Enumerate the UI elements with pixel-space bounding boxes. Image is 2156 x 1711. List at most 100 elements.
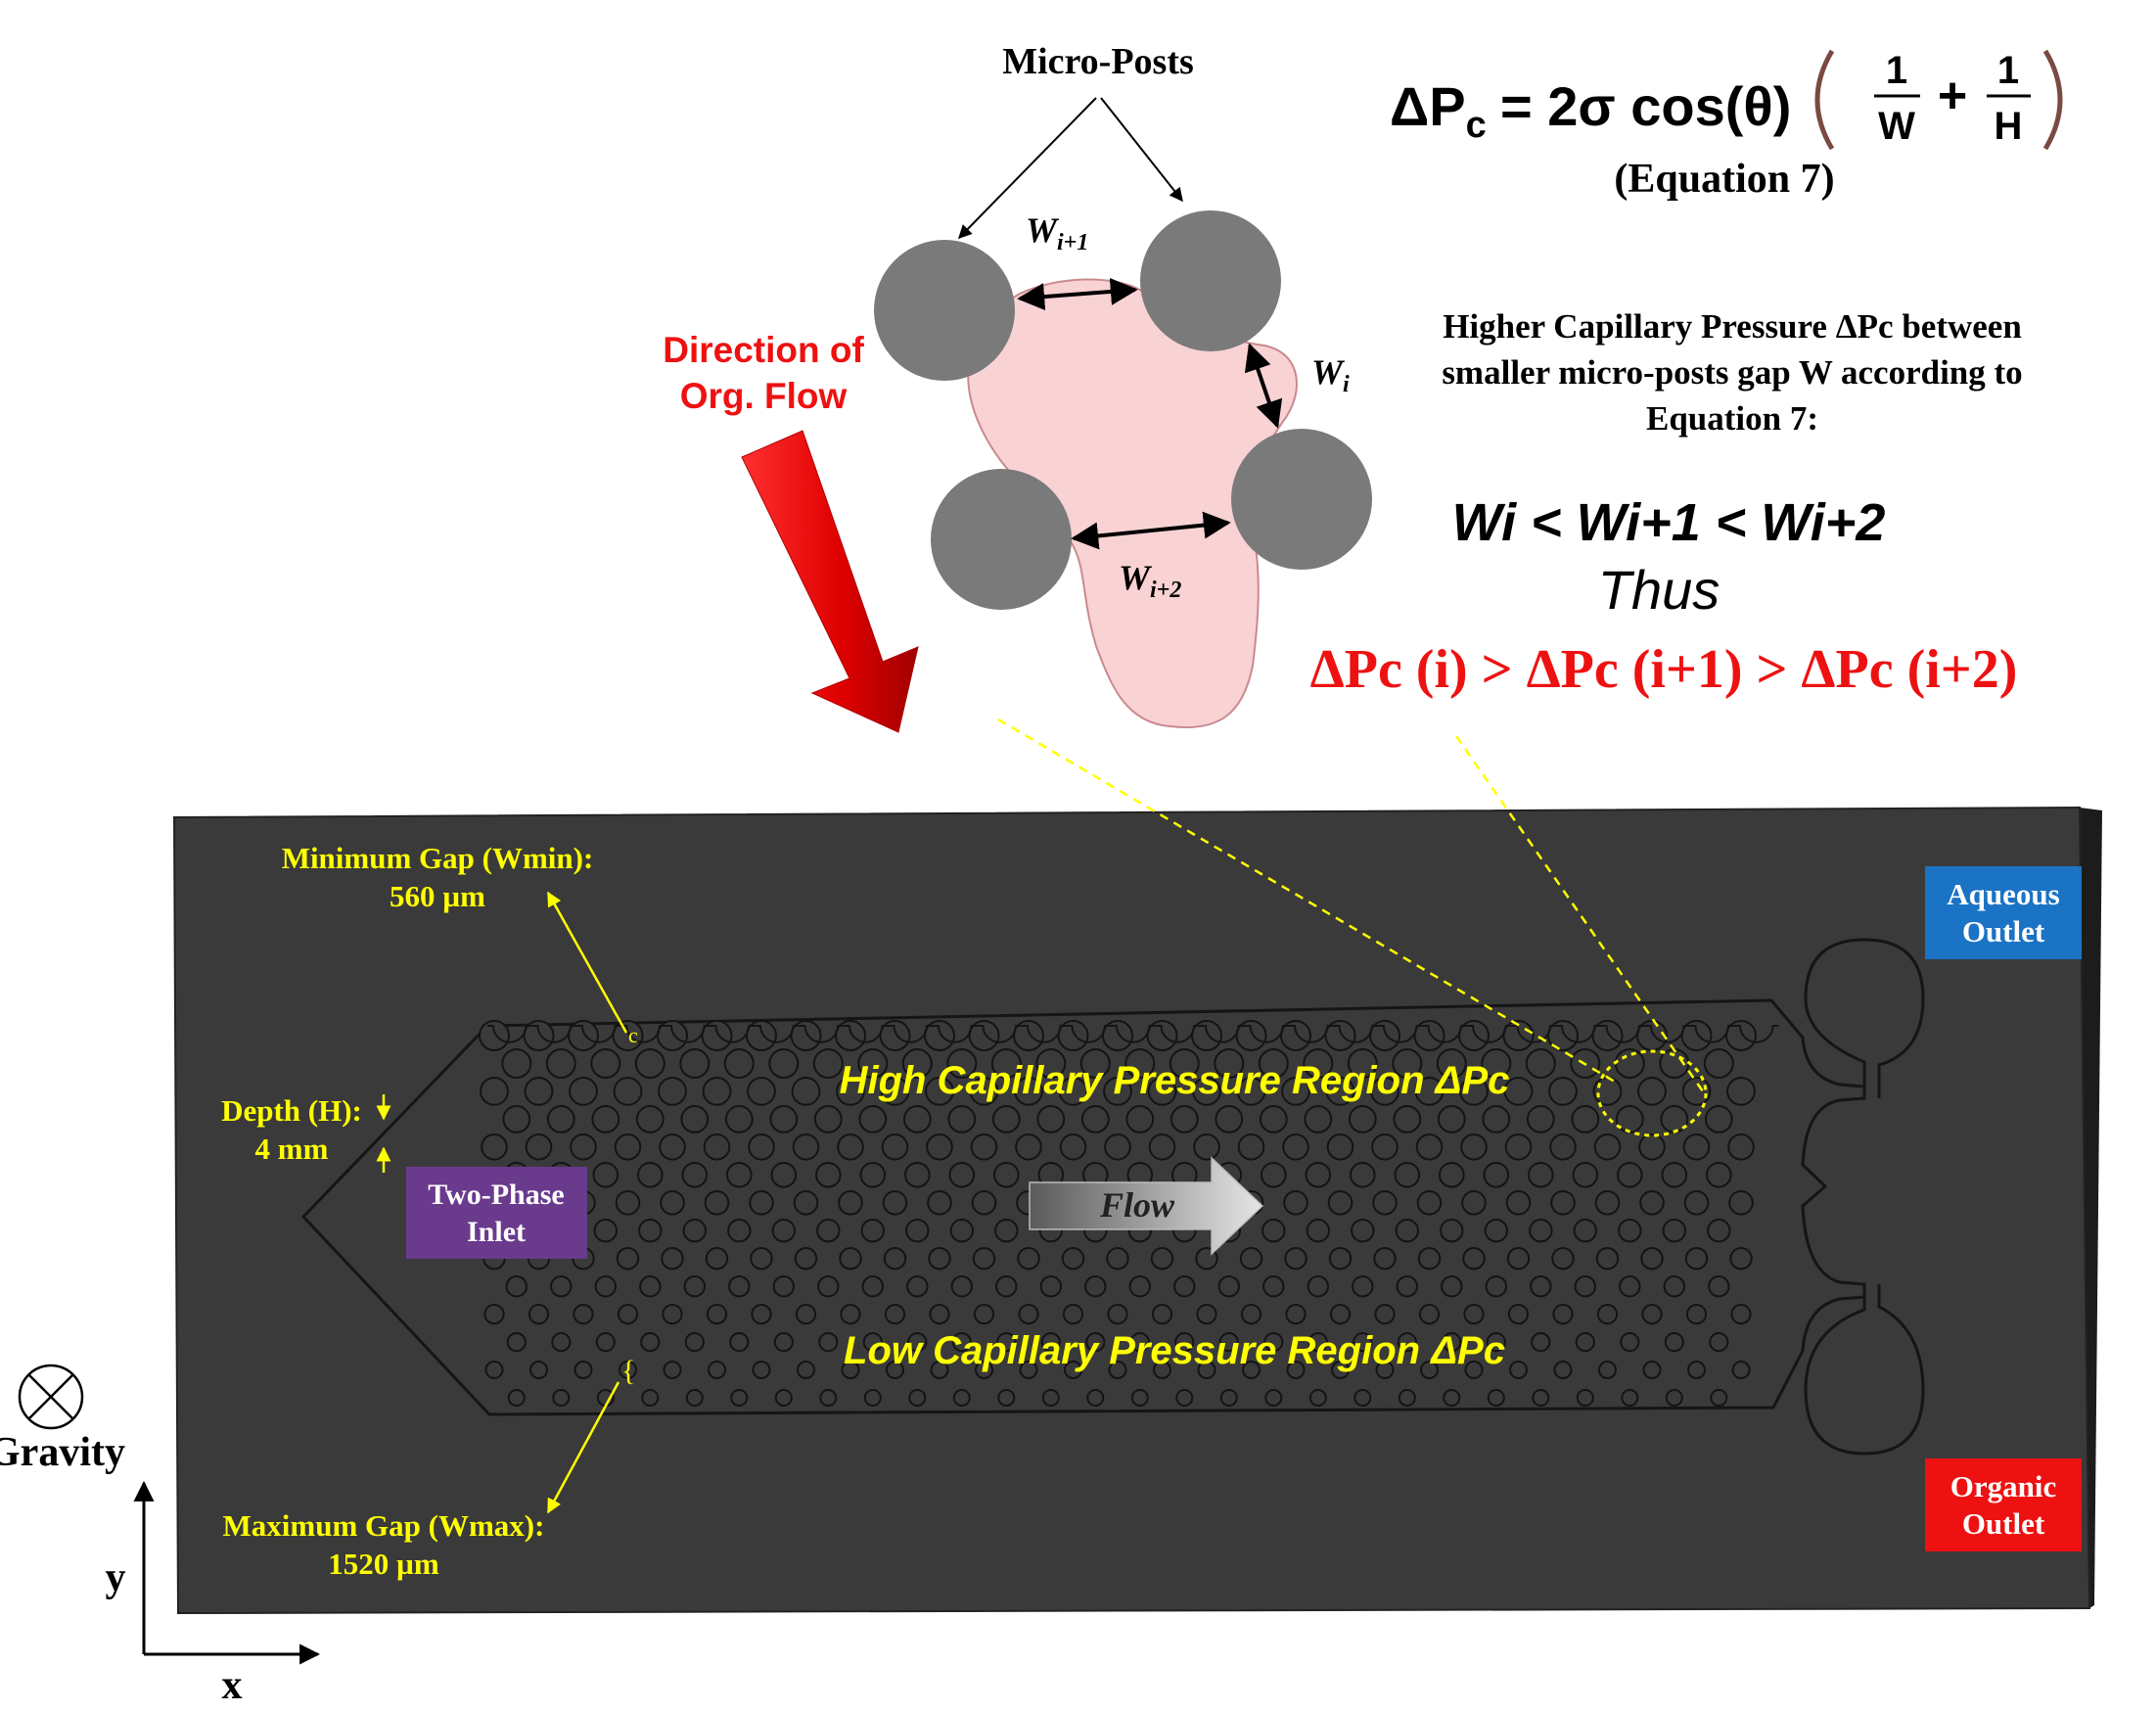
device-micro-post <box>905 1219 930 1243</box>
device-micro-post <box>1680 1020 1713 1051</box>
equation-rhs: = 2σ cos(θ) <box>1500 75 1791 137</box>
equation-left-paren <box>1814 49 1835 151</box>
inequalities: Wi < Wi+1 < Wi+2 Thus ΔPc (i) > ΔPc (i+1… <box>1310 493 2018 700</box>
device-micro-post <box>1437 1105 1466 1133</box>
device-micro-post <box>569 1077 598 1106</box>
device-micro-post <box>1170 1105 1199 1133</box>
micro-posts-pointer-right <box>1100 97 1183 203</box>
device-micro-post <box>1064 1361 1082 1379</box>
device-micro-post <box>793 1190 819 1216</box>
device-micro-post <box>1258 1048 1289 1079</box>
device-micro-post <box>484 1361 504 1379</box>
device-micro-post <box>748 1133 775 1161</box>
device-micro-post <box>817 1275 840 1298</box>
max-gap-bracket: { <box>621 1355 635 1387</box>
organic-outlet-line1: Organic <box>1950 1469 2057 1503</box>
device-micro-post <box>592 1162 619 1188</box>
device-micro-post <box>1214 1048 1245 1079</box>
device-micro-post <box>702 1077 732 1106</box>
device-micro-post <box>1218 1332 1239 1353</box>
gap-label-w-i1: Wi+1 <box>1026 210 1088 255</box>
device-micro-post <box>1418 1304 1441 1325</box>
device-micro-post <box>1217 1275 1241 1298</box>
microfluidic-device: High Capillary Pressure Region ΔPc Low C… <box>172 717 2102 1615</box>
device-micro-post <box>638 1219 663 1243</box>
device-micro-post <box>1396 1275 1419 1298</box>
device-micro-post <box>1282 1133 1309 1161</box>
device-micro-post <box>1102 1020 1133 1051</box>
device-micro-post <box>752 1361 771 1379</box>
device-micro-post <box>749 1190 774 1216</box>
device-micro-post <box>591 1105 620 1133</box>
min-gap-label-line2: 560 µm <box>390 879 485 913</box>
device-micro-post <box>1196 1304 1217 1325</box>
device-micro-post <box>1593 1133 1622 1161</box>
device-micro-post <box>1442 1332 1462 1353</box>
device-micro-post <box>1325 1077 1355 1106</box>
device-micro-post <box>1504 1133 1533 1161</box>
device-micro-post <box>502 1105 531 1133</box>
device-micro-post <box>926 1133 953 1161</box>
device-micro-post <box>1169 1048 1200 1079</box>
min-gap-label-line1: Minimum Gap (Wmin): <box>282 841 594 875</box>
device-micro-post <box>1439 1162 1465 1188</box>
gap-arrow-w-i <box>1244 343 1283 429</box>
device-micro-post <box>1147 1077 1177 1106</box>
device-micro-post <box>751 1304 772 1325</box>
device-micro-post <box>973 1304 995 1325</box>
device-micro-post <box>994 1219 1019 1243</box>
equation-right-paren <box>2042 49 2063 151</box>
device-micro-post <box>813 1105 843 1133</box>
device-micro-post <box>971 1190 997 1216</box>
device-micro-post <box>951 1332 972 1353</box>
organic-outlet-line2: Outlet <box>1962 1506 2045 1541</box>
device-micro-post <box>1084 1275 1107 1298</box>
device-micro-post <box>1079 1048 1111 1079</box>
device-micro-post <box>1284 1247 1307 1271</box>
device-micro-post <box>1104 1133 1131 1161</box>
device-micro-post <box>1370 1077 1399 1106</box>
device-micro-post <box>1726 1077 1756 1106</box>
device-micro-post <box>1462 1247 1486 1271</box>
device-micro-post <box>1547 1020 1579 1051</box>
device-micro-post <box>880 1077 910 1106</box>
device-micro-post <box>1303 1048 1334 1079</box>
micro-posts-label: Micro-Posts <box>1002 41 1194 82</box>
device-micro-post <box>790 1020 822 1051</box>
device-micro-post <box>1237 1133 1265 1161</box>
device-micro-post <box>1148 1133 1176 1161</box>
device-micro-post <box>1215 1105 1244 1133</box>
device-micro-post <box>1483 1162 1510 1188</box>
low-capillary-region-label: Low Capillary Pressure Region ΔPc <box>844 1329 1505 1372</box>
device-micro-post <box>996 1332 1017 1353</box>
device-micro-post <box>1197 1361 1216 1379</box>
device-micro-post <box>1348 1105 1377 1133</box>
device-micro-post <box>550 1275 573 1298</box>
device-micro-post <box>728 1275 751 1298</box>
device-micro-post <box>1532 1389 1550 1407</box>
device-micro-post <box>1286 1361 1306 1379</box>
device-micro-post <box>928 1247 951 1271</box>
device-micro-post <box>990 1048 1022 1079</box>
device-micro-post <box>769 1105 799 1133</box>
device-micro-post <box>1373 1247 1397 1271</box>
device-micro-post <box>1219 1389 1238 1407</box>
device-micro-post <box>723 1048 755 1079</box>
micro-post-mid-right <box>1231 429 1372 570</box>
device-micro-post <box>884 1304 906 1325</box>
device-micro-post <box>529 1361 548 1379</box>
aqueous-outlet-badge <box>1925 866 2082 959</box>
device-micro-post <box>523 1020 555 1051</box>
device-micro-post <box>840 1304 861 1325</box>
device-micro-post <box>1013 1020 1044 1051</box>
device-micro-post <box>1642 1361 1662 1379</box>
device-micro-post <box>639 1275 662 1298</box>
device-micro-post <box>1353 1389 1372 1407</box>
device-micro-post <box>659 1133 686 1161</box>
device-micro-post <box>1372 1190 1398 1216</box>
device-micro-post <box>1108 1361 1127 1379</box>
device-micro-post <box>1086 1389 1105 1407</box>
device-micro-post <box>858 1105 888 1133</box>
device-micro-post <box>545 1048 576 1079</box>
micro-post-top-right <box>1140 210 1281 351</box>
